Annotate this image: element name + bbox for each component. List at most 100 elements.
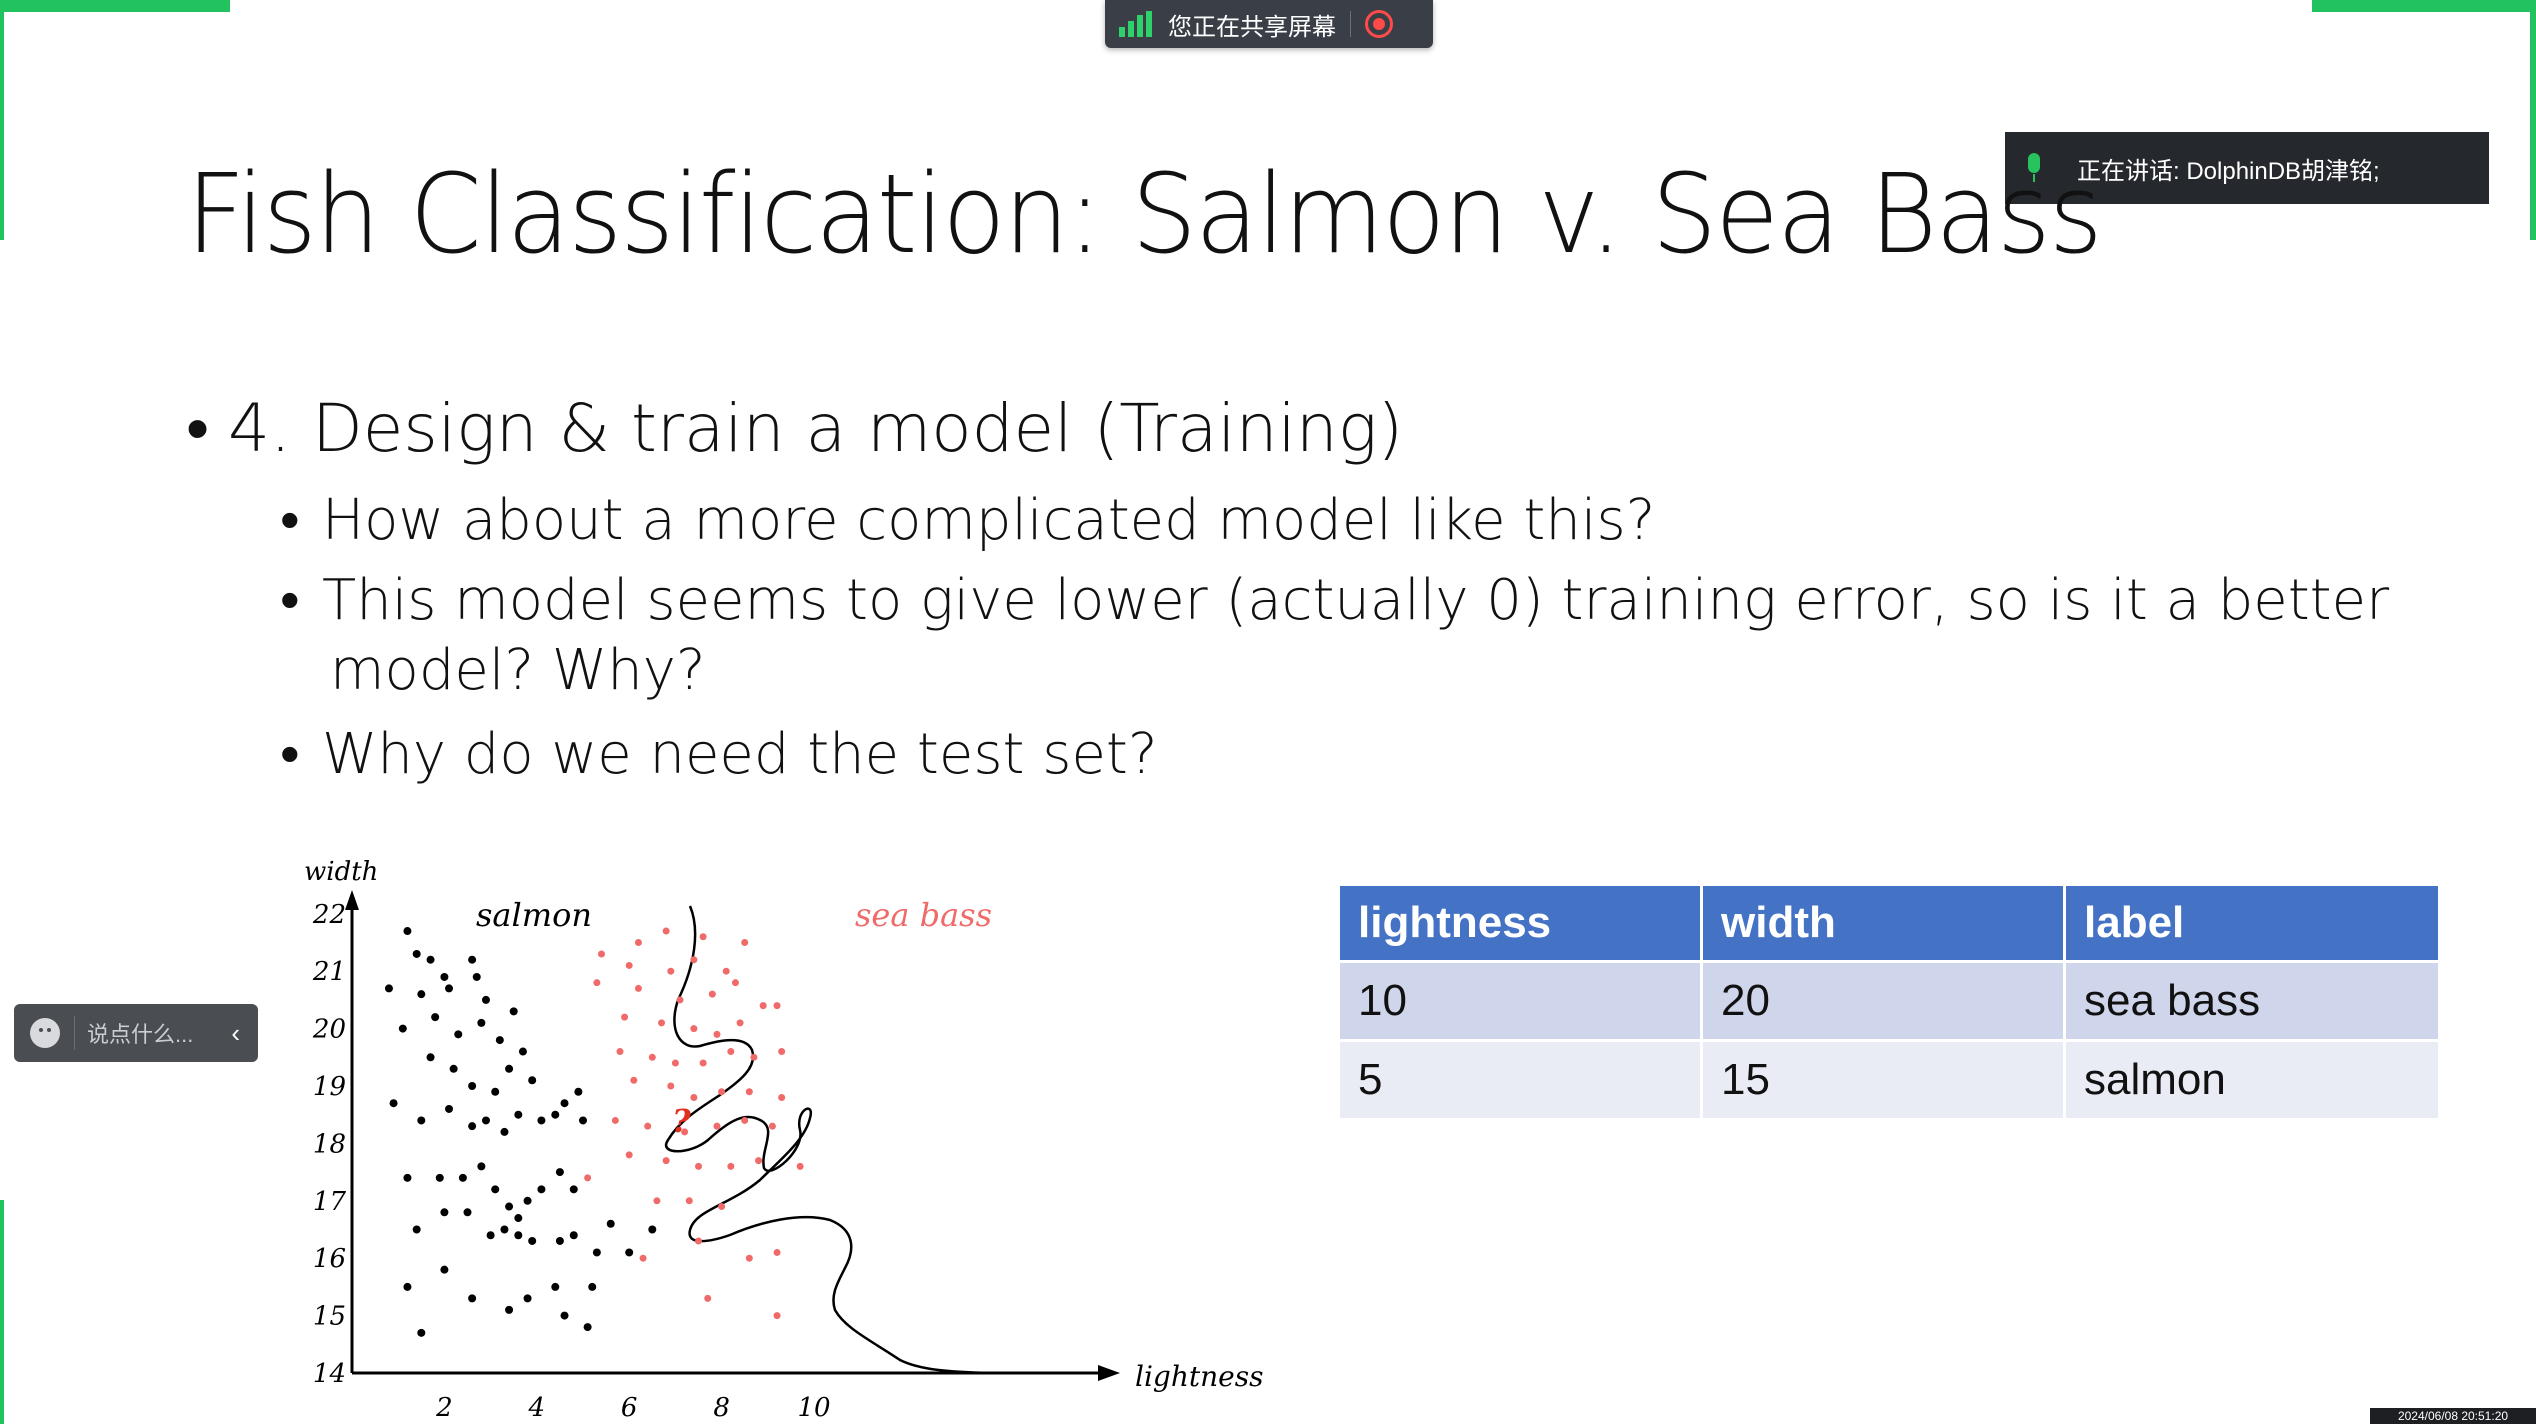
sea-bass-point bbox=[611, 1116, 619, 1124]
sea-bass-point bbox=[755, 1157, 763, 1165]
x-tick-labels: 2 4 6 8 10 bbox=[435, 1393, 830, 1423]
sea-bass-point bbox=[634, 984, 642, 992]
sea-bass-point bbox=[681, 1128, 689, 1136]
sea-bass-point bbox=[741, 939, 749, 946]
y-tick-label: 21 bbox=[312, 957, 346, 987]
sea-bass-point bbox=[778, 1048, 786, 1056]
salmon-point bbox=[440, 972, 449, 981]
salmon-point bbox=[468, 1082, 477, 1090]
y-tick-label: 17 bbox=[313, 1187, 347, 1217]
salmon-point bbox=[555, 1236, 564, 1245]
salmon-point bbox=[606, 1219, 615, 1228]
training-data-table: lightness width label 10 20 sea bass 5 1… bbox=[1340, 886, 2441, 1121]
sea-bass-point bbox=[685, 1197, 693, 1205]
table-row: 5 15 salmon bbox=[1340, 1042, 2441, 1121]
sea-bass-point bbox=[731, 979, 739, 987]
sea-bass-point bbox=[750, 1053, 758, 1061]
sea-bass-point bbox=[745, 1254, 753, 1262]
table-row: 10 20 sea bass bbox=[1340, 963, 2441, 1042]
cell-width: 15 bbox=[1703, 1042, 2066, 1121]
salmon-point bbox=[491, 1087, 500, 1096]
cell-label: sea bass bbox=[2066, 963, 2441, 1042]
salmon-point bbox=[514, 1231, 523, 1240]
salmon-point bbox=[555, 1168, 564, 1177]
sea-bass-point bbox=[662, 927, 670, 935]
sea-bass-point bbox=[667, 967, 675, 975]
sub-bullet-text: Why do we need the test set? bbox=[322, 722, 1158, 787]
y-tick-labels: 14 15 16 17 18 19 20 21 22 bbox=[312, 900, 347, 1389]
share-border-left-bottom bbox=[0, 1200, 4, 1424]
salmon-point bbox=[412, 949, 421, 958]
sea-bass-point bbox=[741, 1116, 749, 1124]
bullet-dot: • bbox=[280, 722, 300, 787]
salmon-point bbox=[468, 1294, 477, 1303]
sea-bass-point bbox=[736, 1019, 744, 1027]
sea-bass-point bbox=[727, 1048, 735, 1056]
salmon-point bbox=[551, 1282, 560, 1291]
question-annotation: ? bbox=[672, 1102, 691, 1140]
share-status-text: 您正在共享屏幕 bbox=[1168, 13, 1336, 41]
sea-bass-point bbox=[768, 1122, 776, 1130]
share-border-top-right bbox=[2312, 0, 2536, 12]
divider bbox=[1350, 11, 1351, 37]
salmon-point bbox=[625, 1248, 634, 1257]
salmon-point bbox=[417, 990, 426, 999]
sea-bass-point bbox=[718, 1088, 726, 1096]
x-tick-label: 2 bbox=[435, 1393, 453, 1423]
x-tick-label: 6 bbox=[621, 1393, 638, 1423]
salmon-point bbox=[569, 1231, 578, 1240]
chat-input-widget[interactable]: 说点什么... ‹ bbox=[14, 1004, 258, 1062]
salmon-point bbox=[528, 1076, 537, 1085]
salmon-point bbox=[551, 1110, 560, 1119]
sea-bass-point bbox=[690, 1025, 698, 1033]
screen-share-status-bar[interactable]: 您正在共享屏幕 bbox=[1105, 0, 1433, 48]
salmon-point bbox=[481, 1116, 490, 1125]
salmon-point bbox=[403, 1173, 412, 1182]
sub-bullet-1: • How about a more complicated model like… bbox=[280, 486, 1655, 556]
salmon-point bbox=[579, 1116, 587, 1125]
salmon-point bbox=[648, 1225, 657, 1234]
sub-bullet-text: How about a more complicated model like … bbox=[322, 488, 1656, 553]
salmon-point bbox=[560, 1099, 569, 1108]
sea-bass-point bbox=[713, 1122, 721, 1130]
y-tick-label: 20 bbox=[312, 1015, 346, 1045]
sea-bass-point bbox=[778, 1093, 786, 1101]
sea-bass-point bbox=[648, 1053, 656, 1061]
salmon-point bbox=[458, 1173, 467, 1182]
salmon-point bbox=[389, 1099, 398, 1108]
salmon-point bbox=[449, 1064, 458, 1073]
salmon-point bbox=[505, 1064, 514, 1073]
emoji-icon[interactable] bbox=[30, 1018, 60, 1048]
stop-share-icon[interactable] bbox=[1365, 10, 1393, 38]
sub-bullet-3: • Why do we need the test set? bbox=[280, 720, 1158, 790]
salmon-point bbox=[505, 1305, 514, 1314]
sea-bass-point bbox=[773, 1248, 781, 1256]
salmon-point bbox=[500, 1225, 509, 1234]
salmon-point bbox=[463, 1208, 472, 1217]
signal-bars-icon bbox=[1119, 11, 1152, 37]
salmon-point bbox=[468, 955, 477, 964]
salmon-point bbox=[398, 1024, 407, 1033]
salmon-point bbox=[384, 984, 393, 993]
chat-input-placeholder[interactable]: 说点什么... bbox=[87, 1022, 194, 1047]
chevron-left-icon[interactable]: ‹ bbox=[231, 1017, 240, 1048]
sea-bass-point bbox=[695, 1237, 702, 1245]
sub-bullet-2: • This model seems to give lower (actuall… bbox=[280, 566, 2389, 636]
salmon-point bbox=[537, 1185, 546, 1194]
sea-bass-point bbox=[699, 1059, 707, 1067]
sea-bass-point bbox=[718, 1203, 726, 1211]
timestamp: 2024/06/08 20:51:20 bbox=[2370, 1408, 2536, 1424]
salmon-point bbox=[481, 995, 490, 1004]
sea-bass-point bbox=[593, 979, 601, 987]
salmon-point bbox=[491, 1185, 500, 1194]
salmon-point bbox=[588, 1282, 597, 1291]
speaker-label: 正在讲话: DolphinDB胡津铭; bbox=[2077, 157, 2380, 185]
sea-bass-point bbox=[653, 1197, 661, 1205]
salmon-annotation: salmon bbox=[476, 896, 592, 934]
bullet-main-text: 4. Design & train a model (Training) bbox=[228, 390, 1404, 467]
salmon-point bbox=[426, 1053, 435, 1062]
cell-label: salmon bbox=[2066, 1042, 2441, 1121]
sea-bass-point bbox=[699, 933, 707, 941]
salmon-point bbox=[435, 1173, 444, 1182]
bullet-dot: • bbox=[186, 390, 210, 467]
